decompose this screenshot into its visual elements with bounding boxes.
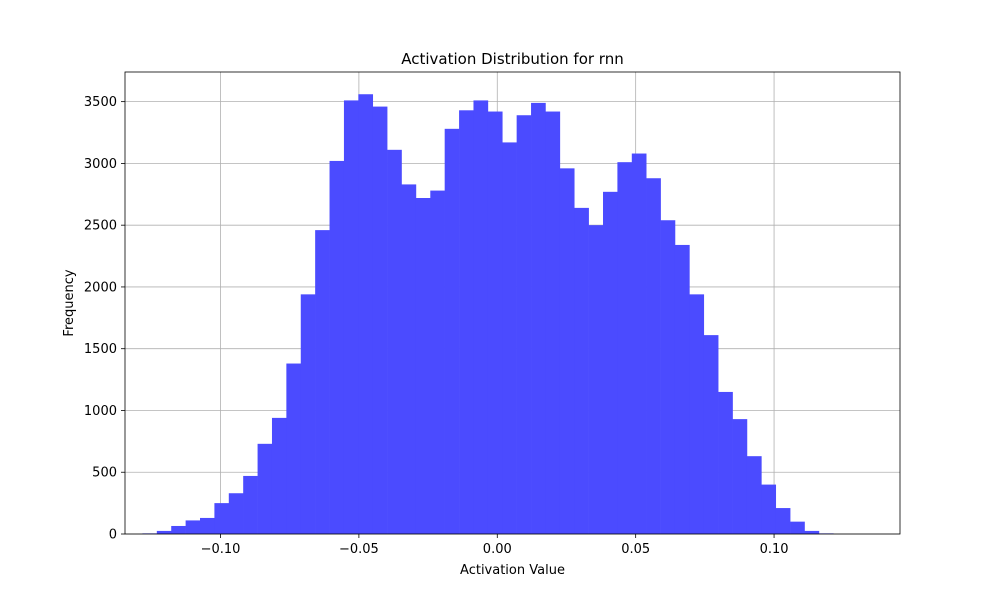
histogram-bar — [243, 475, 258, 534]
histogram-bar — [761, 484, 777, 534]
ticks-layer: −0.10 −0.05 0.00 0.05 0.10 0 500 1000 1500 2000 25… — [84, 95, 789, 557]
histogram-bar — [459, 110, 474, 534]
histogram-bar — [200, 517, 215, 534]
histogram-bar — [689, 294, 705, 534]
y-tick-label: 3000 — [84, 157, 117, 172]
histogram-bar — [804, 530, 820, 534]
histogram-bar — [790, 521, 805, 534]
y-tick-label: 2000 — [84, 280, 117, 295]
histogram-bar — [603, 191, 618, 534]
x-tick-label: −0.10 — [201, 542, 241, 557]
histogram-bar — [473, 100, 489, 534]
x-tick-label: −0.05 — [339, 542, 379, 557]
histogram-bar — [286, 363, 302, 534]
histogram-bar — [444, 128, 460, 534]
histogram-bar — [617, 162, 633, 535]
histogram-bar — [257, 443, 273, 534]
histogram-bar — [228, 493, 244, 534]
y-tick-label: 2500 — [84, 219, 117, 234]
histogram-bar — [315, 230, 330, 534]
chart-title: Activation Distribution for rnn — [401, 50, 623, 68]
histogram-bar — [358, 94, 374, 534]
y-axis-label: Frequency — [62, 269, 77, 336]
histogram-bar — [703, 335, 719, 534]
y-tick-label: 1000 — [84, 404, 117, 419]
bars-layer — [142, 94, 834, 535]
histogram-bar — [545, 111, 561, 534]
histogram-bar — [156, 530, 172, 534]
histogram-bar — [559, 168, 575, 534]
histogram-bar — [646, 178, 661, 534]
histogram-bar — [415, 198, 431, 534]
histogram-bar — [631, 153, 647, 534]
histogram-bar — [171, 525, 186, 534]
histogram-bar — [718, 391, 733, 534]
histogram-bar — [775, 508, 791, 534]
y-tick-label: 1500 — [84, 342, 117, 357]
histogram-bar — [732, 419, 748, 534]
histogram-bar — [214, 503, 230, 534]
histogram-bar — [531, 102, 546, 534]
histogram-bar — [271, 417, 287, 534]
histogram-bar — [401, 184, 417, 535]
histogram-bar — [674, 244, 690, 535]
y-tick-label: 3500 — [84, 95, 117, 110]
histogram-bar — [487, 111, 503, 534]
y-tick-label: 0 — [109, 528, 117, 543]
histogram-bar — [502, 142, 517, 535]
histogram-bar — [185, 520, 201, 534]
histogram-bar — [516, 115, 532, 534]
histogram-bar — [574, 207, 589, 534]
x-tick-label: 0.00 — [483, 542, 512, 557]
histogram-bar — [343, 100, 359, 534]
histogram-bar — [372, 106, 388, 535]
histogram-bar — [746, 456, 762, 534]
x-tick-label: 0.05 — [621, 542, 650, 557]
histogram-bar — [300, 294, 316, 534]
plot-frame — [124, 71, 901, 535]
x-axis-label: Activation Value — [460, 563, 565, 578]
x-tick-label: 0.10 — [760, 542, 789, 557]
histogram-bar — [387, 149, 402, 534]
histogram-bar — [588, 225, 604, 535]
y-tick-label: 500 — [92, 466, 117, 481]
histogram-bar — [329, 160, 345, 535]
histogram-bar — [430, 190, 445, 534]
histogram-bar — [660, 220, 676, 534]
